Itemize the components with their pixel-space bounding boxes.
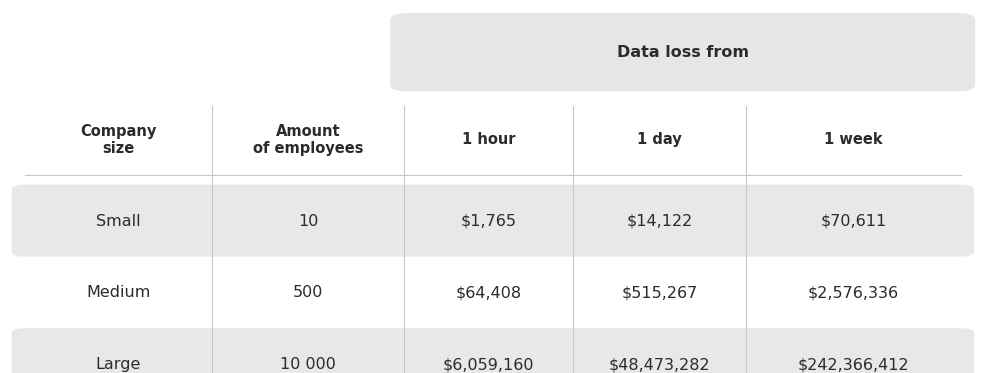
Text: $1,765: $1,765 xyxy=(460,213,516,229)
Text: Data loss from: Data loss from xyxy=(616,45,749,60)
Text: $2,576,336: $2,576,336 xyxy=(808,285,899,300)
Text: 1 hour: 1 hour xyxy=(462,132,515,147)
Text: 1 day: 1 day xyxy=(637,132,681,147)
Text: Small: Small xyxy=(96,213,141,229)
Text: $70,611: $70,611 xyxy=(821,213,887,229)
Text: Company
size: Company size xyxy=(80,124,156,156)
Text: $515,267: $515,267 xyxy=(621,285,697,300)
Text: Medium: Medium xyxy=(87,285,150,300)
Text: $64,408: $64,408 xyxy=(455,285,521,300)
Text: 500: 500 xyxy=(293,285,323,300)
Text: 1 week: 1 week xyxy=(825,132,883,147)
Text: $242,366,412: $242,366,412 xyxy=(798,357,909,373)
Text: $48,473,282: $48,473,282 xyxy=(608,357,710,373)
Text: 10 000: 10 000 xyxy=(280,357,336,373)
Text: 10: 10 xyxy=(298,213,318,229)
Text: $6,059,160: $6,059,160 xyxy=(442,357,534,373)
Text: Large: Large xyxy=(95,357,141,373)
Text: Amount
of employees: Amount of employees xyxy=(253,124,363,156)
Text: $14,122: $14,122 xyxy=(626,213,692,229)
